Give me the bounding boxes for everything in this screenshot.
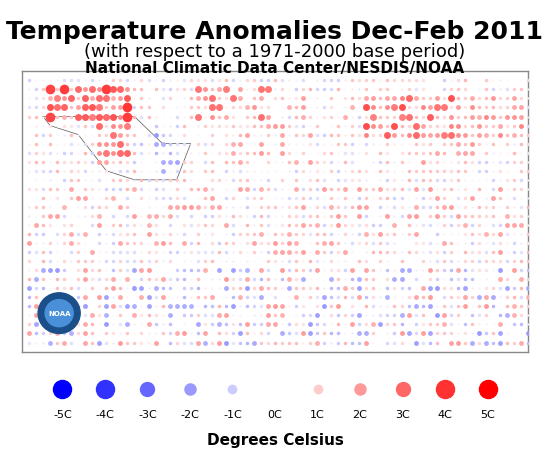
- Text: -4C: -4C: [96, 409, 114, 419]
- Text: National Climatic Data Center/NESDIS/NOAA: National Climatic Data Center/NESDIS/NOA…: [85, 61, 465, 76]
- Text: 5C: 5C: [480, 409, 495, 419]
- Text: 0C: 0C: [268, 409, 282, 419]
- Text: -1C: -1C: [223, 409, 242, 419]
- Text: 1C: 1C: [310, 409, 325, 419]
- Text: Degrees Celsius: Degrees Celsius: [207, 432, 343, 447]
- Text: -5C: -5C: [53, 409, 72, 419]
- Text: 4C: 4C: [438, 409, 453, 419]
- Circle shape: [45, 300, 73, 327]
- Text: -2C: -2C: [180, 409, 200, 419]
- Circle shape: [38, 293, 80, 334]
- Text: -3C: -3C: [138, 409, 157, 419]
- Text: Temperature Anomalies Dec-Feb 2011: Temperature Anomalies Dec-Feb 2011: [7, 20, 543, 44]
- Text: (with respect to a 1971-2000 base period): (with respect to a 1971-2000 base period…: [84, 43, 466, 61]
- Text: 2C: 2C: [353, 409, 367, 419]
- Text: 3C: 3C: [395, 409, 410, 419]
- Text: NOAA: NOAA: [48, 310, 70, 317]
